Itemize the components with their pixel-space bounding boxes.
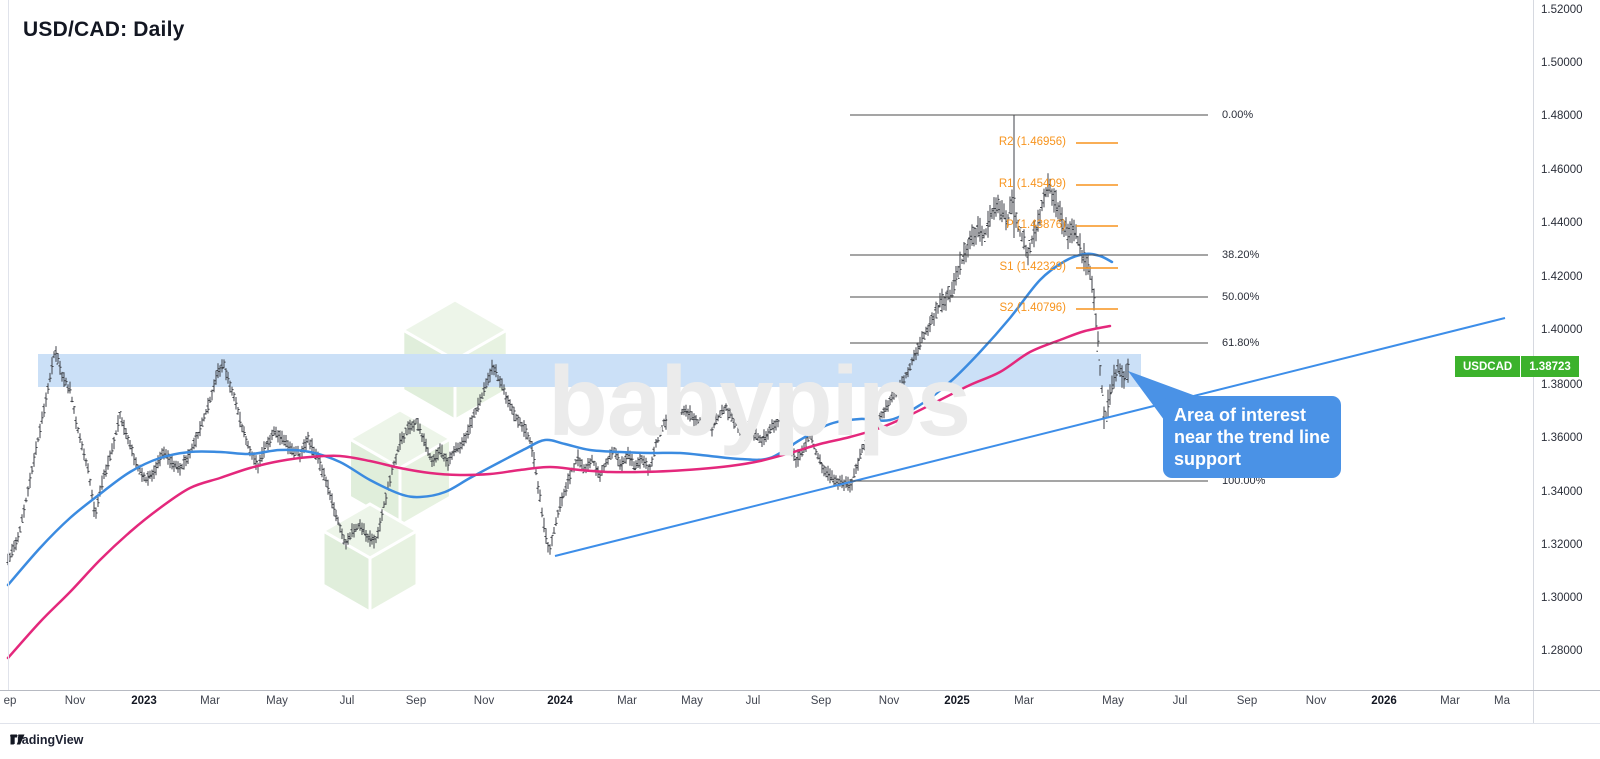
moving-averages: [6, 252, 1114, 660]
trend-line[interactable]: [554, 317, 1506, 557]
time-axis-label: Mar: [617, 695, 637, 707]
pivot-level-label: R1 (1.45409): [998, 178, 1066, 190]
time-axis-label: 2025: [944, 695, 970, 707]
footer-separator-line: [0, 723, 1600, 724]
babypips-watermark: babypips: [548, 346, 971, 456]
callout-line-1: Area of interest: [1174, 405, 1307, 425]
pivot-level-label: P (1.43876): [1006, 219, 1066, 231]
price-axis-label: 1.46000: [1541, 164, 1583, 176]
babypips-cubes-logo: [320, 298, 511, 615]
last-price-badge: USDCAD 1.38723: [1455, 356, 1579, 377]
price-axis-label: 1.44000: [1541, 217, 1583, 229]
price-axis-label: 1.36000: [1541, 432, 1583, 444]
time-axis-label: May: [1102, 695, 1124, 707]
tradingview-logo-icon: [10, 734, 25, 745]
time-axis-label: Ma: [1494, 695, 1510, 707]
pivot-level-label: S2 (1.40796): [999, 302, 1067, 314]
time-axis-label: May: [681, 695, 703, 707]
symbol-title: USD/CAD: Daily: [23, 18, 185, 41]
badge-price: 1.38723: [1521, 356, 1579, 377]
callout-line-3: support: [1174, 449, 1241, 469]
price-axis-label: 1.38000: [1541, 379, 1583, 391]
time-axis-label: Jul: [1172, 695, 1188, 707]
callout-line-2: near the trend line: [1174, 427, 1331, 447]
price-axis-label: 1.30000: [1541, 592, 1583, 604]
price-axis-label: 1.34000: [1541, 486, 1583, 498]
fib-level-label: 38.20%: [1222, 249, 1260, 261]
time-axis-label: Sep: [810, 695, 832, 707]
time-axis-label: ep: [3, 695, 17, 707]
pivot-level-label: S1 (1.42329): [999, 261, 1067, 273]
fib-level-label: 100.00%: [1222, 475, 1266, 487]
pivot-level-segments: [1076, 142, 1118, 310]
time-scale-drag-area[interactable]: [0, 691, 1533, 723]
time-axis-label: Jul: [745, 695, 761, 707]
price-axis-label: 1.32000: [1541, 539, 1583, 551]
fib-retracement-lines[interactable]: [850, 114, 1208, 482]
chart-bottom-line: [0, 690, 1600, 691]
time-axis-label: Nov: [64, 695, 86, 707]
time-axis-label: Nov: [1305, 695, 1327, 707]
price-axis-label: 1.48000: [1541, 110, 1583, 122]
time-axis-label: Mar: [1014, 695, 1034, 707]
time-axis-label: Mar: [1440, 695, 1460, 707]
pivot-level-label: R2 (1.46956): [998, 136, 1066, 148]
time-axis-label: Jul: [339, 695, 355, 707]
attribution-bar[interactable]: TradingView: [10, 733, 83, 747]
time-axis-label: Sep: [1236, 695, 1258, 707]
fib-level-label: 61.80%: [1222, 337, 1260, 349]
time-axis-label: May: [266, 695, 288, 707]
time-axis-label: Nov: [878, 695, 900, 707]
time-axis-label: 2026: [1371, 695, 1397, 707]
time-axis-label: Sep: [405, 695, 427, 707]
price-axis-label: 1.40000: [1541, 324, 1583, 336]
fib-level-label: 0.00%: [1222, 109, 1254, 121]
price-axis-label: 1.52000: [1541, 4, 1583, 16]
callout-annotation[interactable]: Area of interest near the trend line sup…: [1163, 396, 1342, 478]
badge-symbol: USDCAD: [1455, 356, 1521, 377]
left-frame-line: [8, 0, 9, 690]
time-axis-label: 2023: [131, 695, 157, 707]
time-axis-label: Nov: [473, 695, 495, 707]
price-axis-label: 1.28000: [1541, 645, 1583, 657]
price-axis-label: 1.50000: [1541, 57, 1583, 69]
fib-level-label: 50.00%: [1222, 291, 1260, 303]
time-axis-label: 2024: [547, 695, 573, 707]
price-axis-label: 1.42000: [1541, 271, 1583, 283]
attribution-text: TradingView: [10, 733, 84, 747]
time-axis-label: Mar: [200, 695, 220, 707]
